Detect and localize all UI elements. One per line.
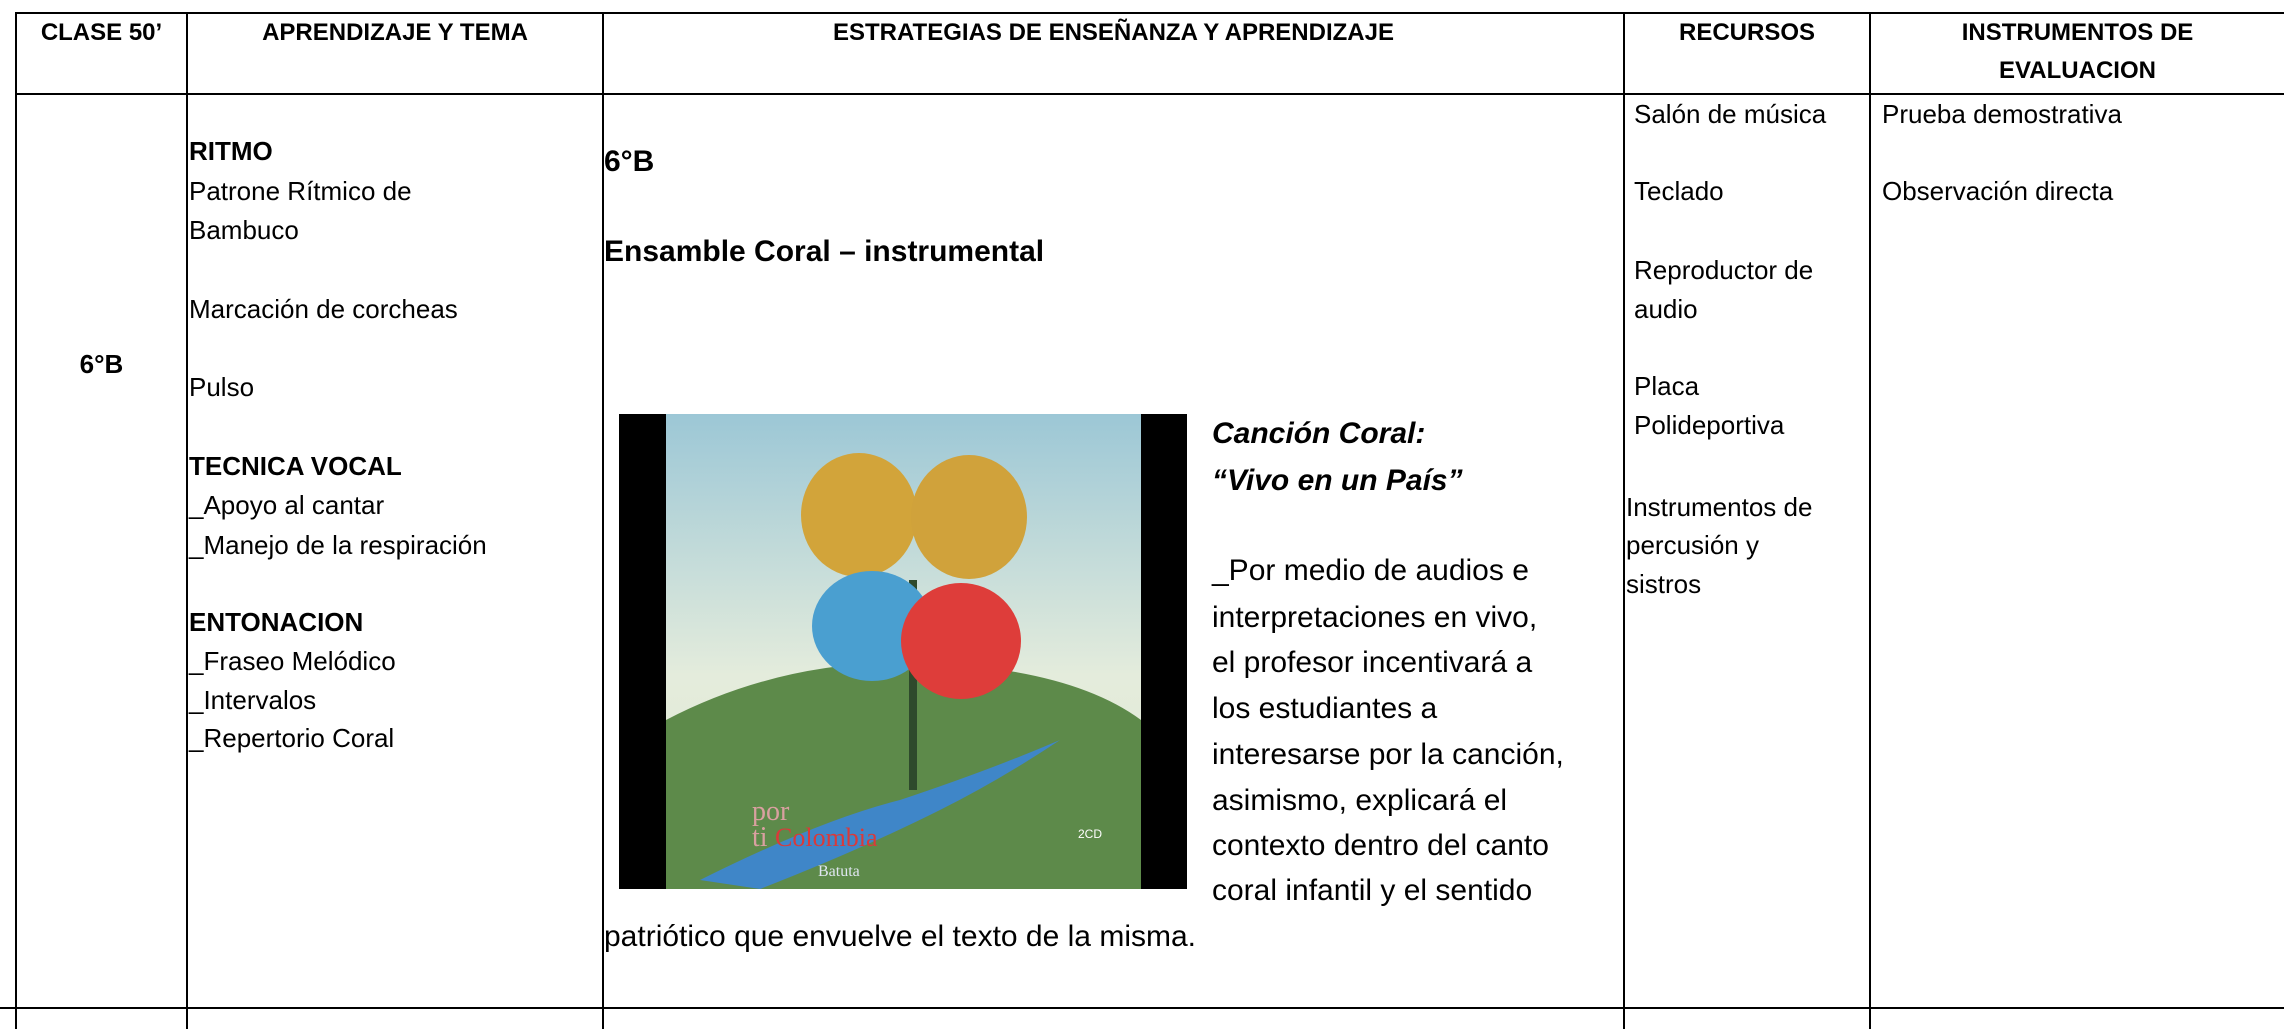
resource-line: percusión y bbox=[1626, 530, 1759, 560]
table-border bbox=[602, 12, 604, 1029]
cover-text: Batuta bbox=[818, 863, 860, 880]
song-label: Canción Coral: bbox=[1212, 417, 1426, 450]
topic-line: _Fraseo Melódico bbox=[189, 646, 396, 676]
paragraph-line: _Por medio de audios e bbox=[1212, 554, 1529, 587]
resource-line: Placa bbox=[1634, 371, 1700, 401]
paragraph-line: interpretaciones en vivo, bbox=[1212, 601, 1538, 634]
resource-line: Reproductor de bbox=[1634, 255, 1814, 285]
table-border bbox=[15, 93, 2284, 95]
header-cell: RECURSOS bbox=[1678, 19, 1816, 46]
resource-line: audio bbox=[1634, 294, 1698, 324]
paragraph-line: interesarse por la canción, bbox=[1212, 738, 1564, 771]
table-border bbox=[1869, 12, 1871, 1029]
cover-text: 2CD bbox=[1078, 827, 1103, 841]
paragraph-line: contexto dentro del canto bbox=[1212, 829, 1549, 862]
table-border bbox=[0, 1007, 2284, 1009]
resource-line: sistros bbox=[1626, 569, 1702, 599]
group-label: 6°B bbox=[604, 145, 655, 178]
cover-stem bbox=[909, 580, 917, 790]
topic-heading: RITMO bbox=[189, 136, 273, 166]
class-cell: 6°B bbox=[79, 349, 124, 379]
paragraph-line: patriótico que envuelve el texto de la m… bbox=[604, 920, 1196, 953]
cover-petal bbox=[901, 583, 1021, 699]
topic-heading: ENTONACION bbox=[189, 607, 364, 637]
cover-petal bbox=[911, 455, 1027, 579]
topic-line: Pulso bbox=[189, 372, 255, 402]
song-title: “Vivo en un País” bbox=[1212, 464, 1463, 497]
table-border bbox=[186, 12, 188, 1029]
cover-petal bbox=[801, 453, 917, 577]
cover-text: Colombia bbox=[775, 823, 878, 852]
paragraph-line: coral infantil y el sentido bbox=[1212, 874, 1533, 907]
table-border bbox=[15, 12, 17, 1029]
paragraph-line: los estudiantes a bbox=[1212, 692, 1438, 725]
paragraph-line: asimismo, explicará el bbox=[1212, 784, 1508, 817]
resource-line: Instrumentos de bbox=[1626, 492, 1813, 522]
topic-line: _Apoyo al cantar bbox=[189, 490, 385, 520]
topic-line: Marcación de corcheas bbox=[189, 294, 458, 324]
topic-heading: TECNICA VOCAL bbox=[189, 451, 402, 481]
topic-line: _Repertorio Coral bbox=[189, 723, 395, 753]
cover-petal bbox=[812, 571, 932, 681]
header-cell: CLASE 50’ bbox=[40, 19, 163, 46]
topic-line: _Intervalos bbox=[189, 685, 317, 715]
paragraph-line: el profesor incentivará a bbox=[1212, 646, 1533, 679]
cover-hill bbox=[666, 662, 1141, 889]
header-cell: EVALUACION bbox=[1999, 57, 2156, 84]
resource-line: Teclado bbox=[1634, 176, 1724, 206]
cover-text: por bbox=[752, 796, 790, 827]
header-cell: ESTRATEGIAS DE ENSEÑANZA Y APRENDIZAJE bbox=[833, 19, 1394, 46]
strategy-title: Ensamble Coral – instrumental bbox=[604, 235, 1045, 268]
table-border bbox=[1623, 12, 1625, 1029]
topic-line: Patrone Rítmico de bbox=[189, 176, 412, 206]
header-cell: INSTRUMENTOS DE bbox=[1961, 19, 2194, 46]
evaluation-line: Prueba demostrativa bbox=[1882, 99, 2122, 129]
evaluation-line: Observación directa bbox=[1882, 176, 2114, 206]
cover-text: ti bbox=[752, 822, 768, 853]
header-cell: APRENDIZAJE Y TEMA bbox=[262, 19, 528, 46]
resource-line: Salón de música bbox=[1634, 99, 1827, 129]
cover-river bbox=[700, 740, 1060, 889]
table-border bbox=[15, 12, 2284, 14]
topic-line: _Manejo de la respiración bbox=[189, 530, 487, 560]
topic-line: Bambuco bbox=[189, 215, 299, 245]
resource-line: Polideportiva bbox=[1634, 410, 1785, 440]
